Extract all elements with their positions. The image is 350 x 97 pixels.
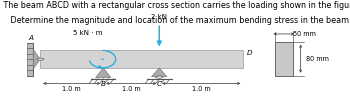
- Bar: [27, 43, 33, 76]
- Circle shape: [100, 59, 105, 60]
- Text: A: A: [28, 35, 33, 41]
- Text: 80 mm: 80 mm: [306, 56, 329, 62]
- Bar: [40, 50, 243, 68]
- Text: Determine the magnitude and location of the maximum bending stress in the beam.: Determine the magnitude and location of …: [0, 16, 350, 25]
- Text: 1.0 m: 1.0 m: [192, 86, 211, 92]
- Text: 2 kN: 2 kN: [151, 14, 167, 20]
- Text: C: C: [157, 81, 162, 87]
- Text: 1.0 m: 1.0 m: [62, 86, 81, 92]
- Bar: [275, 42, 293, 76]
- Text: 1.  The beam ABCD with a rectangular cross section carries the loading shown in : 1. The beam ABCD with a rectangular cros…: [0, 1, 350, 10]
- Polygon shape: [96, 68, 111, 78]
- Text: B: B: [101, 81, 106, 87]
- Polygon shape: [152, 68, 167, 77]
- Text: 50 mm: 50 mm: [293, 31, 316, 37]
- Text: 5 kN · m: 5 kN · m: [73, 30, 102, 36]
- Text: 1.0 m: 1.0 m: [122, 86, 141, 92]
- Circle shape: [155, 76, 163, 78]
- Circle shape: [37, 58, 44, 60]
- Polygon shape: [33, 49, 40, 69]
- Text: D: D: [247, 50, 252, 56]
